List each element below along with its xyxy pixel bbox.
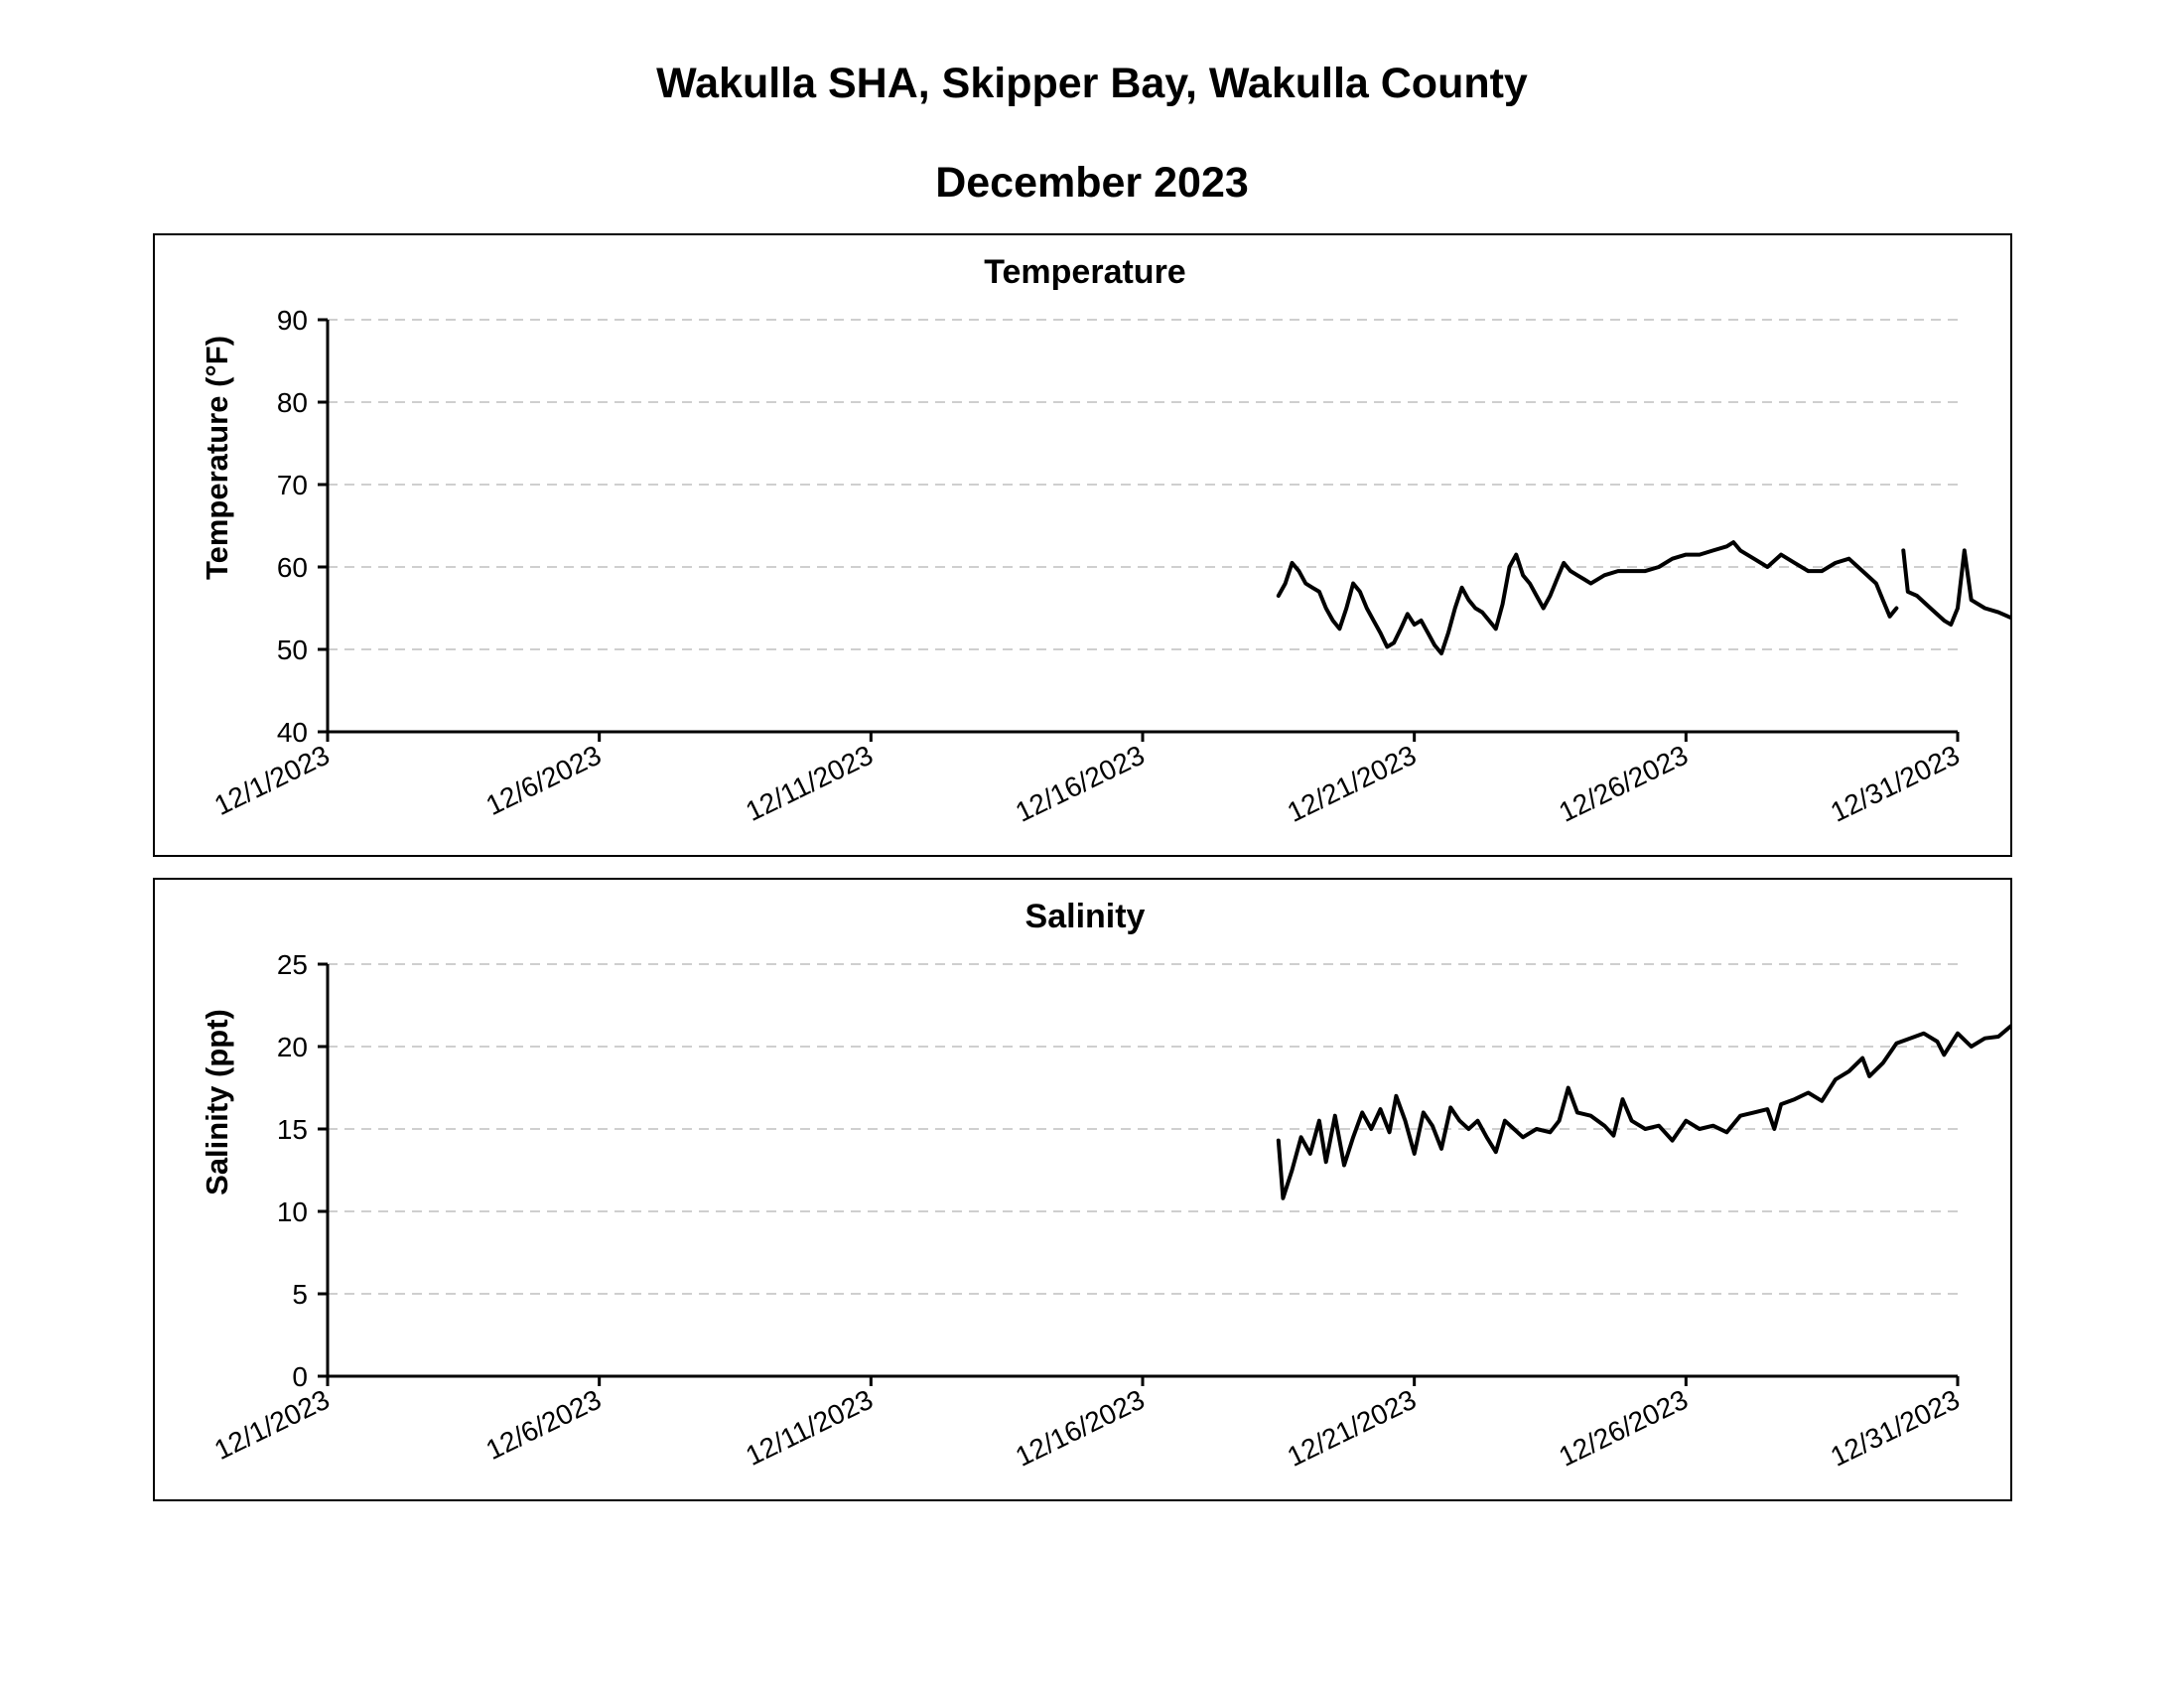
salinity-y-tick-label: 25	[277, 949, 308, 980]
temperature-x-tick-label: 12/1/2023	[209, 740, 335, 821]
temperature-y-axis-label: Temperature (°F)	[200, 336, 234, 580]
salinity-chart: Salinity Salinity (ppt) 0 5 10 15 20 25 12/1/…	[200, 898, 2010, 1473]
temperature-chart-title: Temperature	[984, 253, 1185, 291]
temperature-series-line	[1901, 548, 2010, 628]
temperature-y-tick-label: 50	[277, 634, 308, 665]
salinity-x-tick-label: 12/21/2023	[1283, 1384, 1422, 1473]
salinity-y-tick-label: 5	[292, 1279, 308, 1310]
salinity-x-tick-label: 12/11/2023	[741, 1384, 878, 1472]
salinity-y-tick-label: 15	[277, 1114, 308, 1145]
temperature-series	[1276, 540, 2010, 656]
page-subtitle: December 2023	[935, 159, 1249, 207]
salinity-series-line	[1276, 1024, 2010, 1200]
salinity-chart-panel: Salinity Salinity (ppt) 0 5 10 15 20 25 12/1/…	[153, 878, 2012, 1501]
salinity-x-tick-label: 12/16/2023	[1011, 1384, 1150, 1473]
salinity-x-tick-label: 12/26/2023	[1554, 1384, 1693, 1473]
temperature-y-tick-label: 40	[277, 717, 308, 748]
temperature-x-tick-label: 12/16/2023	[1011, 740, 1150, 828]
temperature-gridlines	[328, 319, 1958, 650]
temperature-x-tick-label: 12/6/2023	[481, 740, 607, 821]
salinity-y-tick-label: 10	[277, 1196, 308, 1227]
temperature-y-tick-label: 60	[277, 552, 308, 583]
temperature-y-ticks: 40 50 60 70 80 90	[277, 305, 328, 748]
temperature-y-tick-label: 80	[277, 387, 308, 418]
salinity-y-tick-label: 0	[292, 1361, 308, 1392]
temperature-x-ticks: 12/1/2023 12/6/2023 12/11/2023 12/16/2023 12…	[209, 732, 1965, 828]
temperature-x-tick-label: 12/21/2023	[1283, 740, 1422, 828]
temperature-y-tick-label: 70	[277, 470, 308, 500]
salinity-x-tick-label: 12/6/2023	[481, 1384, 607, 1466]
salinity-y-tick-label: 20	[277, 1032, 308, 1062]
salinity-series	[1276, 1024, 2010, 1200]
temperature-chart-panel: Temperature Temperature (°F) 40 50 60 70 80 9…	[153, 233, 2012, 857]
temperature-x-tick-label: 12/11/2023	[741, 740, 878, 827]
page-title: Wakulla SHA, Skipper Bay, Wakulla County	[656, 60, 1528, 107]
temperature-chart: Temperature Temperature (°F) 40 50 60 70 80 9…	[200, 253, 2010, 828]
salinity-chart-title: Salinity	[1025, 898, 1146, 935]
temperature-x-tick-label: 12/26/2023	[1554, 740, 1693, 828]
temperature-series-line	[1276, 540, 1899, 656]
salinity-gridlines	[328, 963, 1958, 1295]
salinity-x-tick-label: 12/31/2023	[1826, 1384, 1965, 1473]
salinity-x-tick-label: 12/1/2023	[209, 1384, 335, 1466]
temperature-y-tick-label: 90	[277, 305, 308, 336]
temperature-x-tick-label: 12/31/2023	[1826, 740, 1965, 828]
salinity-x-ticks: 12/1/2023 12/6/2023 12/11/2023 12/16/2023 12…	[209, 1376, 1965, 1473]
salinity-y-ticks: 0 5 10 15 20 25	[277, 949, 328, 1392]
salinity-y-axis-label: Salinity (ppt)	[200, 1009, 234, 1196]
